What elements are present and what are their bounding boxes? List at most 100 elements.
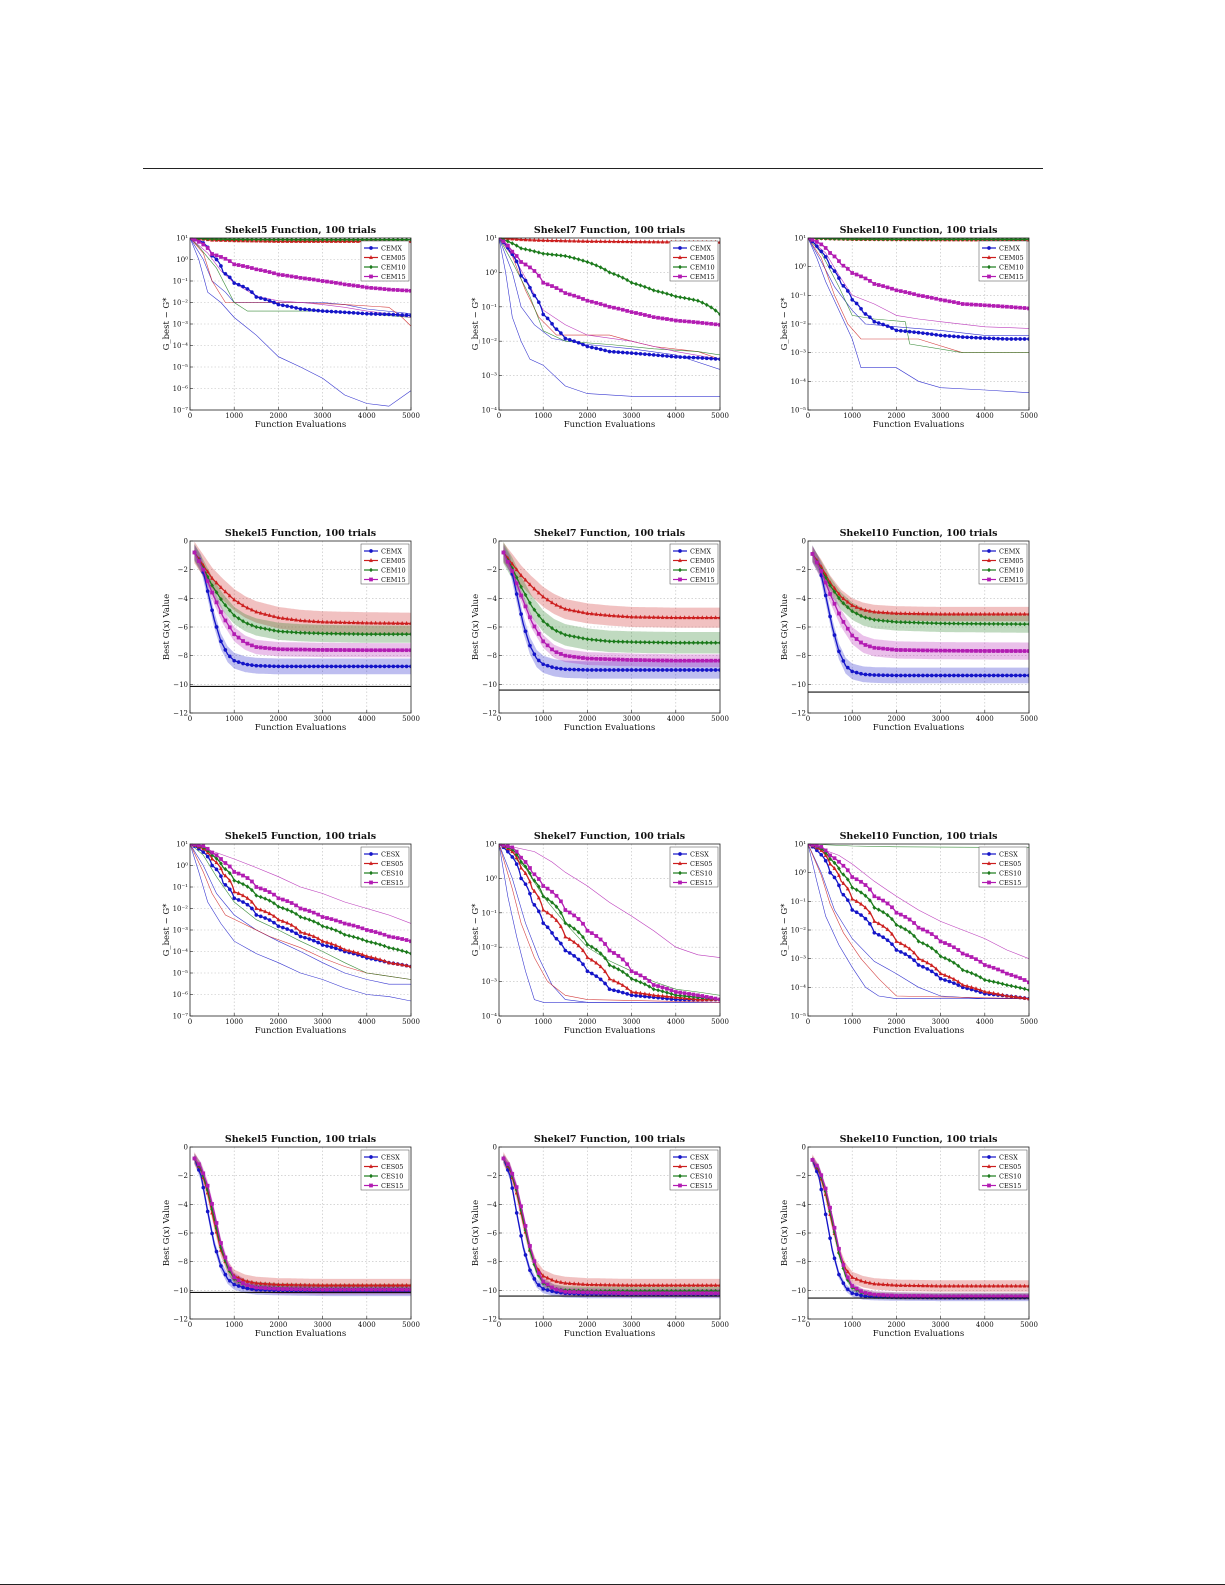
data-point-cemx (219, 264, 223, 268)
data-point-ces05 (550, 1277, 554, 1282)
data-point-cem15 (594, 656, 599, 661)
data-point-cemx (528, 643, 532, 648)
data-point-cem05 (947, 611, 952, 616)
data-point-ces15 (823, 1186, 828, 1191)
data-point-ces05 (718, 1282, 720, 1287)
data-point-cem15 (616, 306, 621, 311)
legend-marker (678, 246, 682, 250)
data-point-cemx (519, 273, 523, 278)
y-tick-label: 10⁻³ (173, 321, 189, 329)
data-point-cem15 (863, 276, 868, 281)
data-point-cem10 (960, 238, 965, 242)
data-point-cemx (907, 329, 912, 334)
data-point-ces10 (828, 856, 832, 862)
data-point-cem05 (691, 615, 696, 620)
data-point-ces05 (347, 948, 352, 953)
data-point-cemx (351, 664, 356, 669)
data-point-ces15 (863, 883, 868, 887)
data-point-ces10 (400, 948, 405, 954)
data-point-cesx (219, 1264, 223, 1268)
data-point-cem15 (559, 652, 563, 656)
data-point-cem10 (704, 640, 709, 645)
data-point-ces15 (250, 879, 254, 884)
data-point-cesx (528, 1268, 532, 1273)
data-point-cem10 (285, 629, 290, 635)
data-point-ces05 (982, 1283, 987, 1288)
data-point-cem10 (232, 238, 237, 242)
legend-label: CES15 (381, 879, 403, 887)
data-point-cemx (996, 336, 1000, 341)
data-point-cem15 (196, 559, 201, 563)
data-point-ces15 (916, 925, 921, 930)
data-point-ces10 (272, 900, 276, 906)
data-point-cem10 (519, 584, 523, 590)
data-point-ces10 (536, 884, 541, 889)
data-point-cemx (876, 673, 881, 677)
data-point-ces05 (642, 1282, 647, 1287)
data-point-ces05 (885, 927, 890, 932)
data-point-cem15 (205, 246, 210, 250)
legend-label: CESX (999, 850, 1018, 858)
data-point-cem05 (307, 618, 312, 623)
data-point-cem10 (289, 629, 294, 635)
data-point-ces10 (550, 900, 554, 905)
data-point-ces15 (550, 1285, 554, 1290)
data-point-ces10 (232, 878, 237, 883)
data-point-ces10 (395, 947, 400, 952)
legend-label: CES05 (381, 860, 403, 868)
data-point-cemx (356, 311, 360, 315)
data-point-cem15 (409, 648, 411, 653)
data-point-cem05 (611, 613, 616, 618)
data-point-cem05 (1000, 611, 1005, 616)
data-point-cem10 (823, 238, 828, 241)
data-point-cem15 (634, 311, 638, 315)
data-point-ces10 (885, 912, 890, 918)
data-point-ces15 (391, 1287, 396, 1292)
legend-marker (987, 880, 991, 885)
data-point-ces15 (387, 1287, 391, 1292)
data-point-ces15 (616, 1291, 621, 1295)
data-point-cem15 (192, 550, 197, 555)
x-tick-label: 1000 (534, 715, 552, 723)
legend-marker (987, 1183, 991, 1188)
data-point-cem05 (647, 239, 652, 244)
data-point-cem15 (656, 658, 660, 663)
data-point-cemx (859, 671, 863, 676)
y-tick-label: 10⁰ (794, 263, 806, 271)
data-point-ces05 (938, 1283, 943, 1288)
data-point-ces15 (351, 1287, 356, 1292)
series-cem15 (808, 238, 1029, 311)
data-point-ces10 (545, 896, 550, 902)
x-tick-label: 1000 (843, 412, 861, 420)
data-point-cem05 (682, 615, 687, 620)
data-point-ces15 (828, 853, 832, 858)
data-point-ces15 (409, 1287, 411, 1292)
data-point-cemx (576, 340, 581, 345)
data-point-cem10 (254, 624, 259, 630)
y-tick-label: 10⁻⁷ (173, 1013, 189, 1021)
data-point-ces15 (559, 899, 563, 904)
data-point-cemx (382, 664, 387, 669)
legend-marker (678, 852, 682, 856)
y-tick-label: 10⁻³ (791, 349, 807, 357)
data-point-ces05 (1013, 994, 1018, 999)
data-point-ces05 (241, 893, 245, 898)
data-point-cem15 (678, 319, 683, 323)
data-point-cesx (514, 862, 519, 866)
data-point-cesx (863, 916, 868, 921)
data-point-cem05 (616, 613, 621, 618)
legend-marker (369, 264, 373, 270)
data-point-ces05 (1000, 992, 1005, 997)
data-point-ces05 (651, 992, 656, 997)
data-point-cemx (280, 664, 285, 669)
plot-frame (189, 540, 412, 714)
data-point-cem15 (404, 288, 409, 293)
data-point-cemx (572, 339, 576, 344)
data-point-cem15 (696, 320, 700, 325)
data-point-cemx (532, 652, 537, 657)
data-point-cem15 (532, 269, 537, 273)
legend-marker (678, 1164, 682, 1169)
data-point-ces05 (360, 952, 365, 957)
data-point-cem15 (1009, 305, 1014, 309)
